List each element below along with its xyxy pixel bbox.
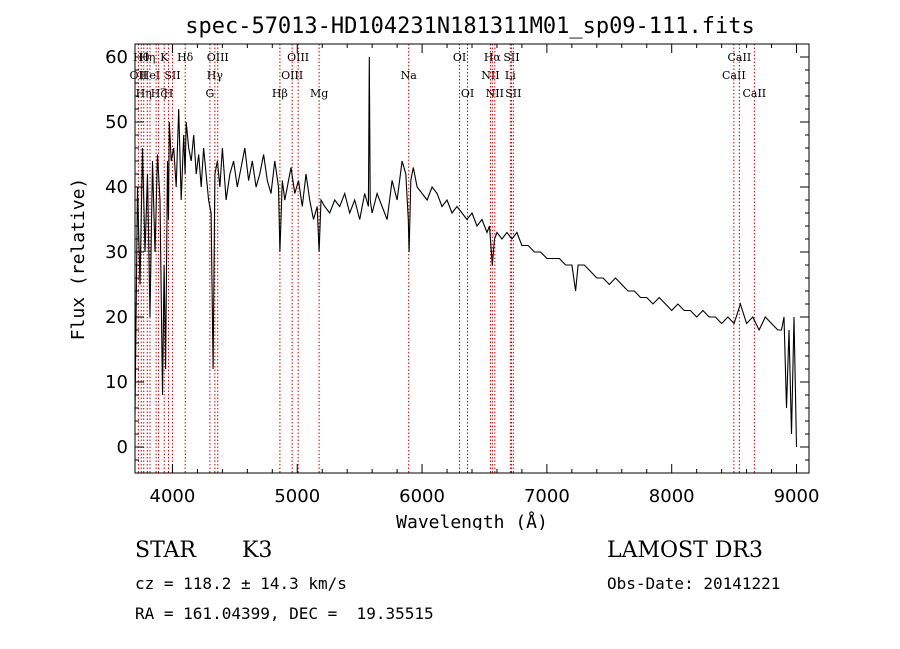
y-tick-label: 10	[105, 372, 128, 393]
y-tick-label: 20	[105, 307, 128, 328]
line-marker-label: K	[160, 51, 169, 64]
line-marker-label: OIII	[281, 69, 303, 82]
object-class: STAR	[135, 538, 196, 563]
line-marker-label: OI	[453, 51, 466, 64]
line-marker-label: Hβ	[272, 87, 288, 100]
line-marker-label: CaII	[728, 51, 752, 64]
plot-frame	[134, 43, 810, 474]
y-axis: 0 10 20 30 40 50 60	[105, 43, 809, 461]
line-marker-label: CaII	[722, 69, 746, 82]
line-marker-label: OIII	[207, 51, 229, 64]
line-marker-label: G	[205, 87, 214, 100]
y-tick-label: 0	[117, 437, 128, 458]
line-marker-label: SII	[505, 87, 521, 100]
x-axis-label: Wavelength (Å)	[396, 511, 548, 530]
line-marker-label: SII	[164, 69, 180, 82]
y-tick-label: 30	[105, 242, 128, 263]
line-marker-label: Hα	[484, 51, 502, 64]
line-marker-label: NII	[481, 69, 499, 82]
line-marker-label: Li	[505, 69, 516, 82]
coordinates: RA = 161.04399, DEC = 19.35515	[135, 604, 434, 623]
line-marker-label: Hη	[139, 51, 155, 64]
line-marker-label: CaII	[742, 87, 766, 100]
line-marker-label: Na	[401, 69, 418, 82]
line-marker-label: HeI	[140, 69, 160, 82]
spectrum-line	[134, 56, 798, 448]
y-tick-label: 50	[105, 112, 128, 133]
line-marker-label: NII	[486, 87, 504, 100]
line-marker-label: Hγ	[207, 69, 224, 82]
x-tick-label: 4000	[150, 486, 196, 507]
line-marker-label: OIII	[287, 51, 309, 64]
survey-name: LAMOST DR3	[607, 538, 763, 563]
line-marker-label: Hη	[136, 87, 152, 100]
x-tick-label: 5000	[274, 486, 320, 507]
chart-title: spec-57013-HD104231N181311M01_sp09-111.f…	[185, 14, 755, 39]
y-tick-label: 60	[105, 47, 128, 68]
x-tick-label: 8000	[649, 486, 695, 507]
y-tick-label: 40	[105, 177, 128, 198]
line-marker-label: H	[164, 87, 174, 100]
line-marker-label: Mg	[310, 87, 328, 100]
line-marker-label: Hζ	[151, 87, 167, 100]
redshift-velocity: cz = 118.2 ± 14.3 km/s	[135, 574, 347, 593]
x-tick-label: 9000	[774, 486, 820, 507]
spectrum-chart: spec-57013-HD104231N181311M01_sp09-111.f…	[68, 14, 820, 530]
line-marker-label: Hδ	[177, 51, 194, 64]
x-axis: 4000 5000 6000 7000 8000 9000	[150, 44, 820, 507]
y-axis-label: Flux (relative)	[68, 178, 89, 341]
line-marker-label: OII	[130, 69, 148, 82]
line-marker-label: OI	[461, 87, 474, 100]
line-markers: OIIHθHηHηHeIHζKHSIIHδGHγOIIIHβOIIIOIIIMg…	[130, 44, 766, 473]
observation-date: Obs-Date: 20141221	[607, 574, 781, 593]
line-marker-label: SII	[503, 51, 519, 64]
object-subclass: K3	[242, 538, 273, 563]
x-tick-label: 7000	[524, 486, 570, 507]
x-tick-label: 6000	[399, 486, 445, 507]
